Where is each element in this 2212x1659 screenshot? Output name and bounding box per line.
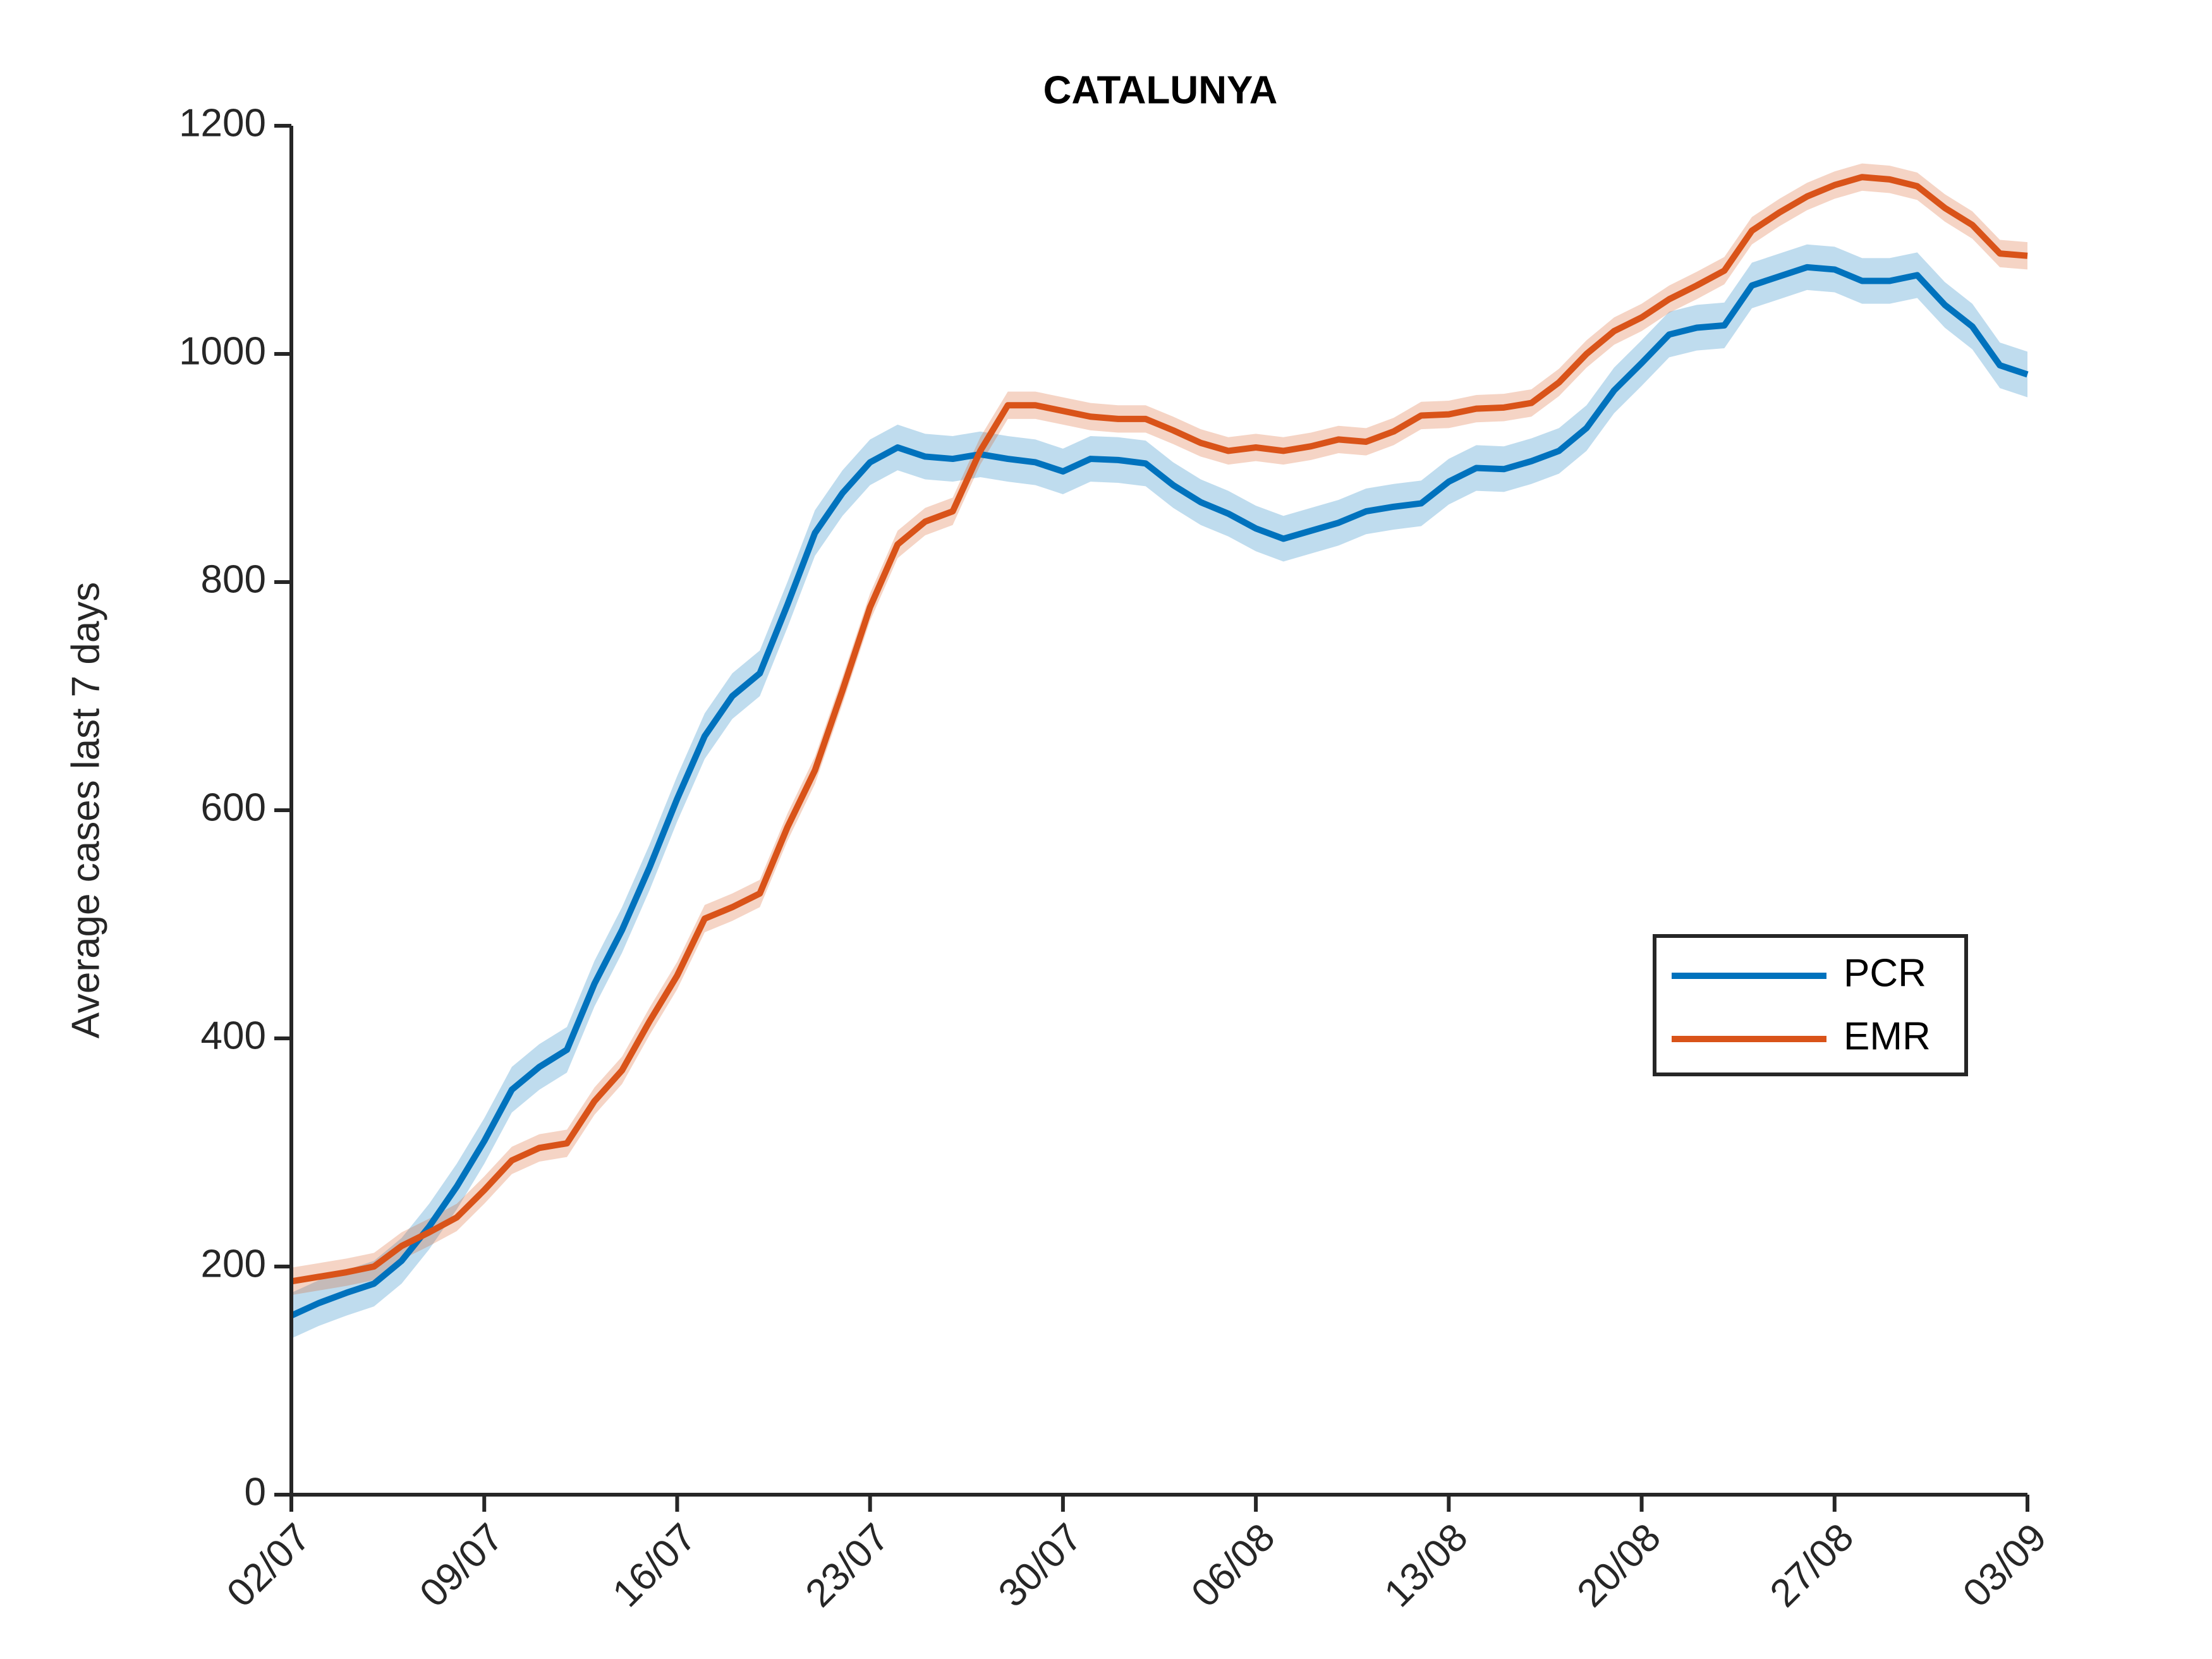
chart-title: CATALUNYA	[1043, 68, 1278, 112]
y-tick-label: 200	[201, 1242, 266, 1285]
y-tick-label: 600	[201, 786, 266, 829]
y-tick-label: 1200	[179, 101, 266, 145]
y-tick-label: 1000	[179, 329, 266, 373]
y-tick-label: 400	[201, 1014, 266, 1057]
legend-box	[1653, 934, 1968, 1076]
line	[291, 174, 2028, 1285]
y-tick-label: 0	[245, 1470, 266, 1514]
legend-label: PCR	[1844, 951, 1926, 995]
legend: PCR EMR	[1653, 934, 1968, 1076]
y-tick-label: 800	[201, 557, 266, 601]
confidence-band	[291, 244, 2027, 1339]
line	[289, 264, 2029, 1319]
y-axis-label: Average cases last 7 days	[64, 582, 107, 1039]
legend-label: EMR	[1844, 1014, 1931, 1058]
